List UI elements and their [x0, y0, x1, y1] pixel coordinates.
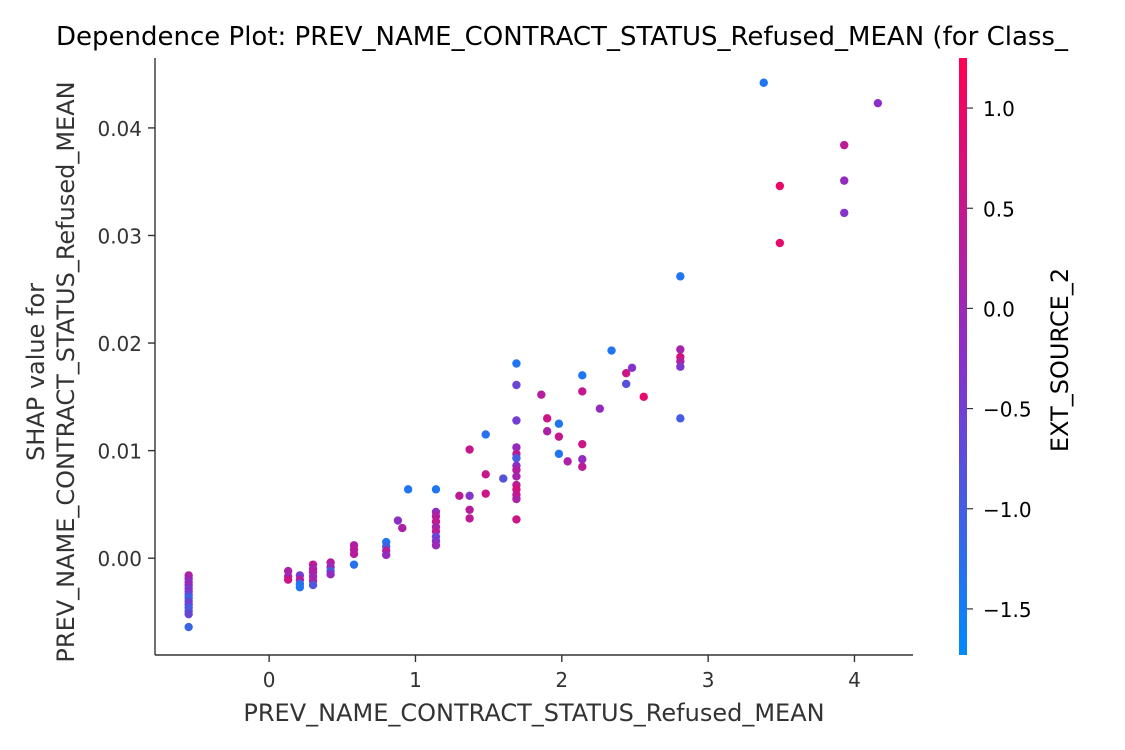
scatter-point	[554, 432, 564, 441]
scatter-point	[512, 443, 521, 452]
y-tick-label: 0.00	[97, 547, 142, 571]
scatter-point	[578, 462, 587, 471]
plot-area: 0.00 0.01 0.02 0.03 0.04 0 1 2 3 4	[97, 58, 913, 692]
colorbar-tick-label: 1.0	[983, 97, 1015, 121]
scatter-point	[554, 419, 564, 428]
colorbar-gradient	[959, 58, 967, 655]
colorbar-tick-label: 0.5	[983, 197, 1015, 221]
scatter-point	[621, 379, 631, 389]
colorbar-ticks: 1.0 0.5 0.0 −0.5 −1.0 −1.5	[967, 97, 1032, 622]
scatter-point	[184, 609, 193, 619]
scatter-point	[512, 494, 521, 504]
y-tick-label: 0.02	[97, 332, 142, 356]
scatter-point	[512, 453, 521, 463]
scatter-point	[308, 580, 318, 590]
x-axis-label: PREV_NAME_CONTRACT_STATUS_Refused_MEAN	[243, 699, 824, 727]
scatter-point	[465, 491, 474, 500]
y-tick-label: 0.03	[97, 224, 142, 248]
chart-title: Dependence Plot: PREV_NAME_CONTRACT_STAT…	[56, 22, 1069, 52]
scatter-point	[349, 560, 359, 569]
scatter-point	[537, 390, 546, 399]
scatter-point	[607, 346, 616, 355]
scatter-point	[542, 414, 552, 423]
scatter-point	[382, 550, 391, 560]
scatter-point	[403, 485, 413, 494]
scatter-point	[578, 387, 587, 396]
colorbar-tick-label: −0.5	[983, 398, 1032, 422]
scatter-point	[398, 523, 407, 533]
scatter-point	[431, 541, 441, 550]
data-points	[184, 78, 883, 632]
x-tick-label: 2	[555, 668, 568, 692]
scatter-point	[465, 514, 474, 523]
scatter-point	[542, 427, 552, 436]
scatter-point	[393, 516, 403, 525]
scatter-point	[873, 98, 883, 108]
scatter-point	[578, 439, 587, 449]
x-ticks: 0 1 2 3 4	[263, 655, 861, 692]
scatter-point	[349, 549, 359, 559]
scatter-point	[595, 404, 605, 413]
colorbar-tick-label: 0.0	[983, 297, 1015, 321]
scatter-point	[481, 489, 490, 498]
scatter-point	[840, 176, 849, 185]
scatter-point	[326, 570, 335, 579]
scatter-point	[775, 238, 785, 248]
scatter-point	[512, 416, 521, 425]
scatter-point	[283, 575, 293, 584]
scatter-point	[512, 515, 521, 524]
scatter-point	[676, 345, 685, 354]
colorbar: 1.0 0.5 0.0 −0.5 −1.0 −1.5 EXT_SOURCE_2	[959, 58, 1074, 655]
y-axis-label-line2: PREV_NAME_CONTRACT_STATUS_Refused_MEAN	[52, 81, 80, 662]
scatter-point	[563, 457, 572, 466]
scatter-point	[512, 380, 521, 390]
scatter-point	[676, 362, 685, 371]
scatter-point	[465, 445, 474, 454]
scatter-point	[512, 359, 521, 368]
scatter-point	[775, 181, 785, 191]
scatter-point	[499, 474, 508, 483]
scatter-point	[295, 583, 305, 592]
y-tick-label: 0.04	[97, 117, 142, 141]
scatter-point	[578, 455, 587, 464]
scatter-point	[676, 272, 685, 281]
scatter-point	[676, 414, 685, 423]
x-tick-label: 3	[702, 668, 715, 692]
x-tick-label: 1	[409, 668, 422, 692]
scatter-point	[840, 140, 849, 150]
y-ticks: 0.00 0.01 0.02 0.03 0.04	[97, 117, 155, 571]
colorbar-tick-label: −1.0	[983, 498, 1032, 522]
scatter-point	[481, 470, 490, 479]
y-tick-label: 0.01	[97, 440, 142, 464]
scatter-point	[465, 505, 474, 514]
y-axis-label-line1: SHAP value for	[22, 283, 50, 461]
x-tick-label: 4	[848, 668, 861, 692]
scatter-point	[455, 491, 464, 500]
scatter-point	[512, 472, 521, 481]
colorbar-tick-label: −1.5	[983, 598, 1032, 622]
scatter-point	[840, 208, 849, 218]
colorbar-label: EXT_SOURCE_2	[1046, 268, 1074, 452]
scatter-point	[621, 368, 631, 378]
scatter-point	[184, 622, 193, 632]
scatter-point	[759, 78, 768, 87]
scatter-point	[481, 430, 490, 439]
scatter-point	[639, 392, 648, 402]
scatter-point	[554, 449, 564, 459]
scatter-point	[578, 371, 587, 380]
scatter-point	[431, 485, 441, 494]
scatter-point	[512, 465, 521, 475]
x-tick-label: 0	[263, 668, 276, 692]
scatter-point	[627, 363, 637, 372]
